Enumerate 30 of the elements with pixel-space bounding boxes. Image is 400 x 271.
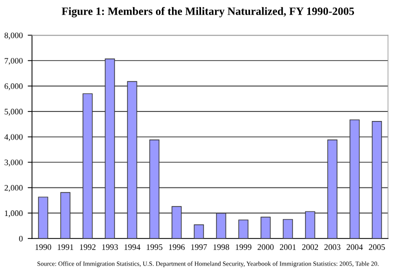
bar	[260, 216, 271, 238]
y-tick-label: 8,000	[4, 32, 23, 40]
x-tick-label: 2004	[346, 244, 363, 250]
x-tick-label: 1996	[169, 244, 185, 250]
bar	[282, 219, 293, 238]
x-tick-label: 1990	[36, 244, 52, 250]
y-tick-label: 4,000	[4, 134, 23, 142]
y-tick-label: 0	[19, 236, 23, 242]
x-tick-label: 1995	[146, 244, 162, 250]
x-tick-label: 2000	[258, 244, 274, 250]
x-tick-label: 1994	[124, 244, 140, 250]
x-tick-label: 1993	[102, 244, 118, 250]
x-tick-label: 2001	[280, 244, 296, 250]
x-tick-label: 2003	[324, 244, 340, 250]
bar	[194, 224, 204, 238]
y-tick-label: 7,000	[4, 58, 23, 65]
x-tick-label: 1992	[80, 244, 96, 250]
y-tick-label: 1,000	[4, 210, 23, 218]
x-tick-label: 1991	[58, 244, 74, 250]
chart-title: Figure 1: Members of the Military Naturalized, FY 1990-2005	[62, 7, 354, 18]
y-tick-label: 3,000	[4, 160, 23, 166]
bar	[238, 220, 248, 238]
y-tick-label: 5,000	[4, 108, 23, 116]
y-tick-label: 2,000	[4, 185, 23, 192]
x-tick-label: 2005	[368, 244, 385, 250]
x-tick-label: 1998	[214, 244, 230, 250]
x-tick-label: 1997	[191, 244, 207, 250]
x-tick-label: 1999	[236, 244, 252, 250]
y-tick-label: 6,000	[4, 83, 23, 90]
x-tick-label: 2002	[302, 244, 318, 250]
